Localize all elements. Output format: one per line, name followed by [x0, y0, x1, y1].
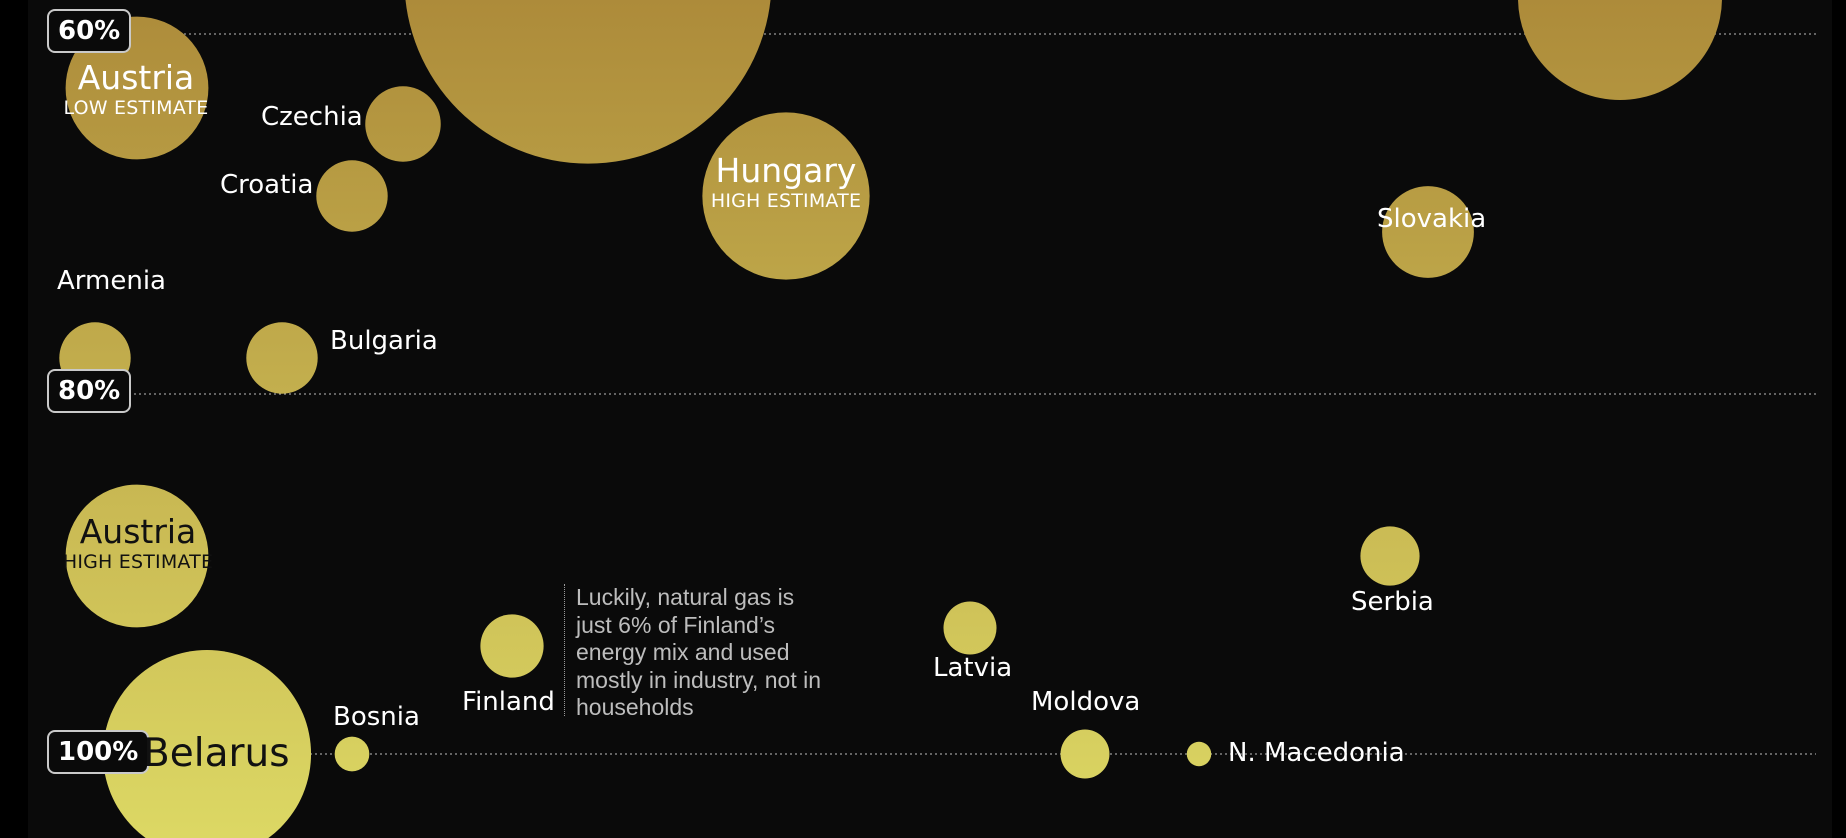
bubble-finland [480, 614, 544, 678]
y-tick-60: 60% [47, 9, 132, 53]
bubble-croatia [316, 160, 388, 232]
finland-annotation: Luckily, natural gas is just 6% of Finla… [564, 584, 826, 720]
hungary-label: Hungary HIGH ESTIMATE [691, 151, 881, 213]
czechia-label: Czechia [261, 102, 363, 132]
austria-high-sub: HIGH ESTIMATE [62, 551, 214, 573]
moldova-label: Moldova [1031, 687, 1141, 717]
austria-high-name: Austria [79, 512, 197, 551]
bubble-latvia [943, 601, 997, 655]
bubble-belarus [102, 649, 312, 838]
serbia-label: Serbia [1351, 587, 1434, 617]
austria-low-sub: LOW ESTIMATE [63, 97, 209, 119]
right-edge-strip [1832, 0, 1846, 838]
bubble-n-macedonia [1186, 741, 1212, 767]
bubble-unlabeled-right [1518, 0, 1722, 100]
bubble-austria-high [65, 484, 209, 628]
bubble-hungary [702, 112, 870, 280]
latvia-label: Latvia [933, 653, 1013, 683]
croatia-label: Croatia [220, 170, 314, 200]
n-macedonia-label: N. Macedonia [1228, 738, 1405, 768]
bubble-czechia [365, 86, 441, 162]
armenia-label: Armenia [57, 266, 166, 296]
bubble-serbia [1360, 526, 1420, 586]
bubble-slovakia [1382, 186, 1474, 278]
hungary-name: Hungary [715, 151, 857, 190]
belarus-label: Belarus [143, 731, 290, 776]
austria-high-label: Austria HIGH ESTIMATE [51, 512, 225, 574]
bosnia-label: Bosnia [333, 702, 420, 732]
bulgaria-label: Bulgaria [330, 326, 438, 356]
austria-low-name: Austria [77, 58, 195, 97]
bubble-bosnia [334, 736, 370, 772]
hungary-sub: HIGH ESTIMATE [710, 190, 862, 212]
bubble-unlabeled-large [405, 0, 771, 164]
finland-label: Finland [462, 687, 555, 717]
austria-low-label: Austria LOW ESTIMATE [51, 58, 221, 120]
y-tick-100: 100% [47, 730, 150, 774]
left-edge-strip [0, 0, 28, 838]
y-tick-80: 80% [47, 369, 132, 413]
slovakia-label: Slovakia [1377, 204, 1487, 234]
bubble-bulgaria [246, 322, 318, 394]
bubble-moldova [1060, 729, 1110, 779]
